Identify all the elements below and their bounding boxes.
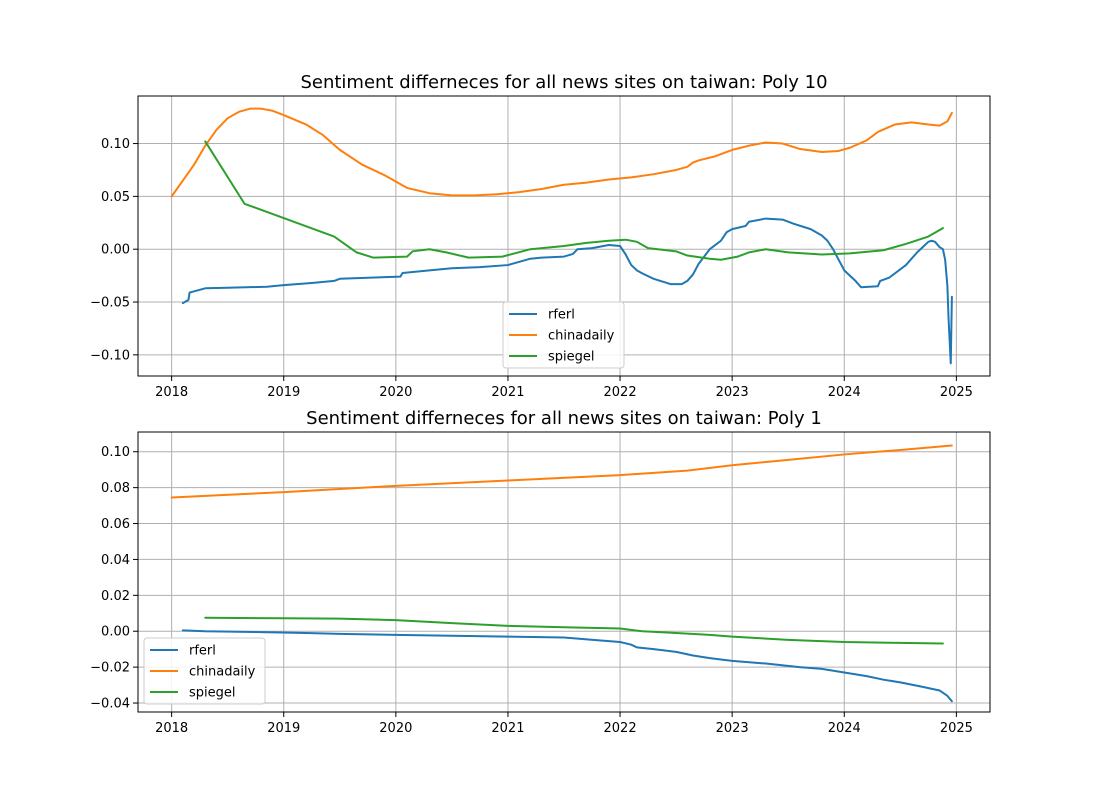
x-tick-label: 2024 [828, 385, 861, 400]
legend-label-spiegel: spiegel [548, 350, 595, 365]
series-line-rferl [181, 217, 953, 365]
x-tick-label: 2025 [940, 721, 973, 736]
x-tick-label: 2024 [828, 721, 861, 736]
legend-box [143, 637, 266, 705]
x-tick-label: 2025 [940, 385, 973, 400]
series-line-spiegel [204, 140, 944, 261]
legend-label-chinadaily: chinadaily [548, 329, 615, 344]
x-tick-label: 2022 [604, 721, 637, 736]
plot-area-frame [137, 431, 991, 713]
y-tick-label: 0.05 [101, 190, 130, 205]
x-tick-label: 2023 [716, 385, 749, 400]
x-tick-label: 2020 [379, 721, 412, 736]
series-line-chinadaily [170, 107, 953, 198]
y-tick-label: 0.00 [101, 625, 130, 640]
legend-label-chinadaily: chinadaily [189, 665, 256, 680]
y-tick-label: −0.02 [90, 661, 130, 676]
y-tick-label: 0.00 [101, 243, 130, 258]
x-tick-label: 2018 [155, 385, 188, 400]
y-tick-label: 0.10 [101, 137, 130, 152]
plot-area-frame [137, 95, 991, 377]
y-tick-label: 0.04 [101, 553, 130, 568]
y-tick-label: −0.05 [90, 296, 130, 311]
series-line-spiegel [204, 616, 944, 645]
x-tick-label: 2019 [267, 385, 300, 400]
y-tick-label: 0.08 [101, 481, 130, 496]
y-tick-label: −0.04 [90, 697, 130, 712]
x-tick-label: 2018 [155, 721, 188, 736]
x-tick-label: 2020 [379, 385, 412, 400]
subplot-poly-10: Sentiment differneces for all news sites… [90, 72, 991, 400]
chart-title-poly-1: Sentiment differneces for all news sites… [306, 408, 822, 429]
series-line-rferl [181, 629, 953, 703]
y-tick-label: 0.02 [101, 589, 130, 604]
subplot-poly-1: Sentiment differneces for all news sites… [90, 408, 991, 736]
x-tick-label: 2019 [267, 721, 300, 736]
legend-label-rferl: rferl [548, 308, 575, 323]
legend-box [502, 301, 625, 369]
legend-label-spiegel: spiegel [189, 686, 236, 701]
x-tick-label: 2022 [604, 385, 637, 400]
chart-title-poly-10: Sentiment differneces for all news sites… [300, 72, 827, 93]
x-tick-label: 2021 [491, 721, 524, 736]
x-tick-label: 2023 [716, 721, 749, 736]
y-tick-label: 0.10 [101, 445, 130, 460]
y-tick-label: −0.10 [90, 348, 130, 363]
legend-label-rferl: rferl [189, 644, 216, 659]
y-tick-label: 0.06 [101, 517, 130, 532]
series-line-chinadaily [170, 444, 953, 499]
x-tick-label: 2021 [491, 385, 524, 400]
